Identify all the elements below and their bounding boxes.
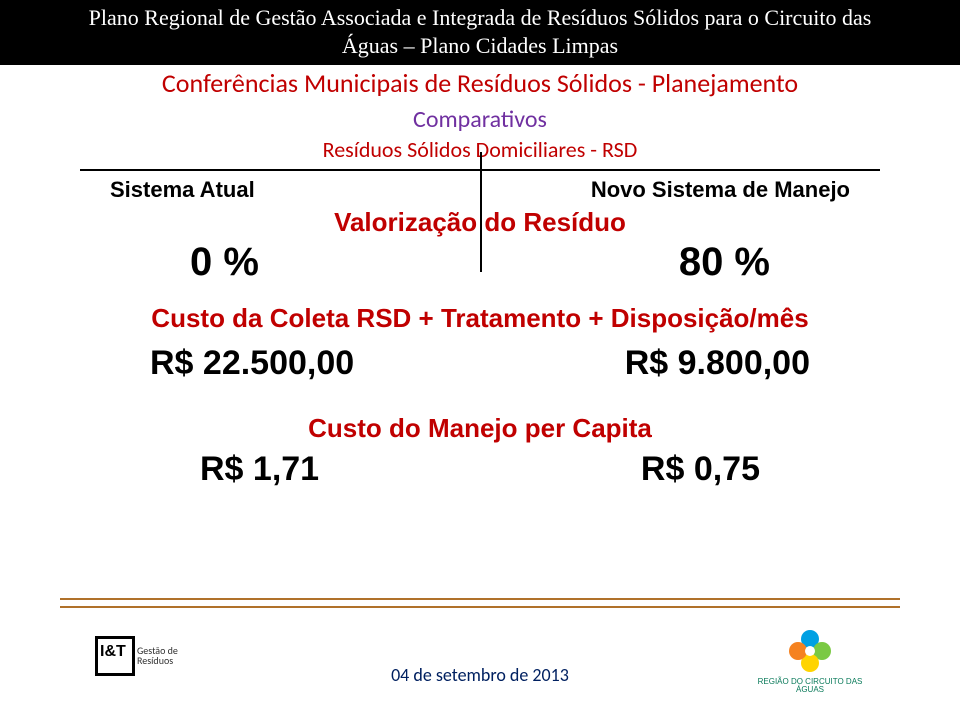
logo-left-sub: Gestão de Resíduos: [137, 646, 178, 666]
col-right-header: Novo Sistema de Manejo: [591, 177, 850, 203]
title-purple: Comparativos: [0, 105, 960, 134]
percapita-left: R$ 1,71: [200, 450, 319, 489]
valorization-left: 0 %: [190, 240, 259, 285]
percapita-values: R$ 1,71 R$ 0,75: [0, 444, 960, 489]
cost-values: R$ 22.500,00 R$ 9.800,00: [0, 334, 960, 383]
valorization-right: 80 %: [679, 240, 770, 285]
footer-date: 04 de setembro de 2013: [0, 664, 960, 686]
header-line1: Plano Regional de Gestão Associada e Int…: [89, 5, 872, 30]
title-red-main: Conferências Municipais de Resíduos Sóli…: [0, 67, 960, 99]
footer-rule-1: [60, 598, 900, 600]
header-black-bar: Plano Regional de Gestão Associada e Int…: [0, 0, 960, 65]
vertical-divider: [480, 152, 482, 272]
percapita-right: R$ 0,75: [641, 450, 760, 489]
logo-left-brand: I&T: [100, 643, 126, 661]
cost-left: R$ 22.500,00: [150, 344, 354, 383]
col-left-header: Sistema Atual: [110, 177, 255, 203]
cost-label: Custo da Coleta RSD + Tratamento + Dispo…: [0, 303, 960, 334]
header-line2: Águas – Plano Cidades Limpas: [342, 33, 618, 58]
percapita-label: Custo do Manejo per Capita: [0, 413, 960, 444]
cost-right: R$ 9.800,00: [625, 344, 810, 383]
footer-rule-2: [60, 606, 900, 608]
